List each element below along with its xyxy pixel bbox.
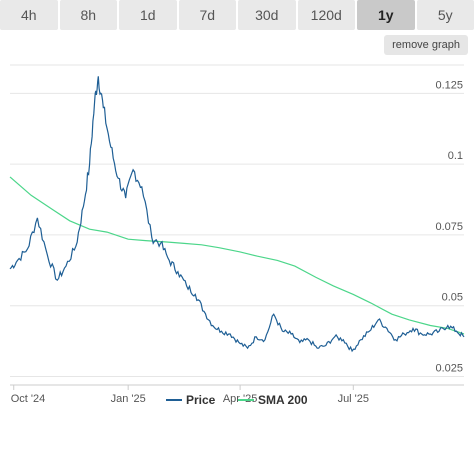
grid-lines — [10, 64, 464, 378]
y-tick-label: 0.1 — [448, 150, 463, 162]
y-tick-label: 0.125 — [435, 79, 463, 91]
x-tick-label: Oct '24 — [11, 393, 46, 405]
price-line — [9, 76, 465, 353]
sma-200-line — [9, 176, 465, 335]
tab-120d[interactable]: 120d — [297, 0, 355, 30]
x-tick-label: Jul '25 — [338, 393, 369, 405]
tab-30d[interactable]: 30d — [238, 0, 296, 30]
y-tick-label: 0.025 — [435, 363, 463, 375]
legend-sma-label[interactable]: SMA 200 — [258, 393, 308, 407]
tab-5y[interactable]: 5y — [416, 0, 474, 30]
x-tick-label: Jan '25 — [111, 393, 146, 405]
tab-4h[interactable]: 4h — [0, 0, 58, 30]
tab-1y[interactable]: 1y — [357, 0, 415, 30]
y-tick-label: 0.05 — [442, 292, 463, 304]
remove-graph-button[interactable]: remove graph — [384, 35, 468, 55]
tab-7d[interactable]: 7d — [178, 0, 236, 30]
y-axis-ticks: 0.025 0.05 0.075 0.1 0.125 — [435, 79, 463, 374]
timeframe-tabs: 4h 8h 1d 7d 30d 120d 1y 5y — [0, 0, 474, 30]
legend[interactable]: Price SMA 200 — [166, 393, 308, 407]
tab-8h[interactable]: 8h — [59, 0, 117, 30]
y-tick-label: 0.075 — [435, 221, 463, 233]
tab-1d[interactable]: 1d — [119, 0, 177, 30]
legend-price-label[interactable]: Price — [186, 393, 216, 407]
